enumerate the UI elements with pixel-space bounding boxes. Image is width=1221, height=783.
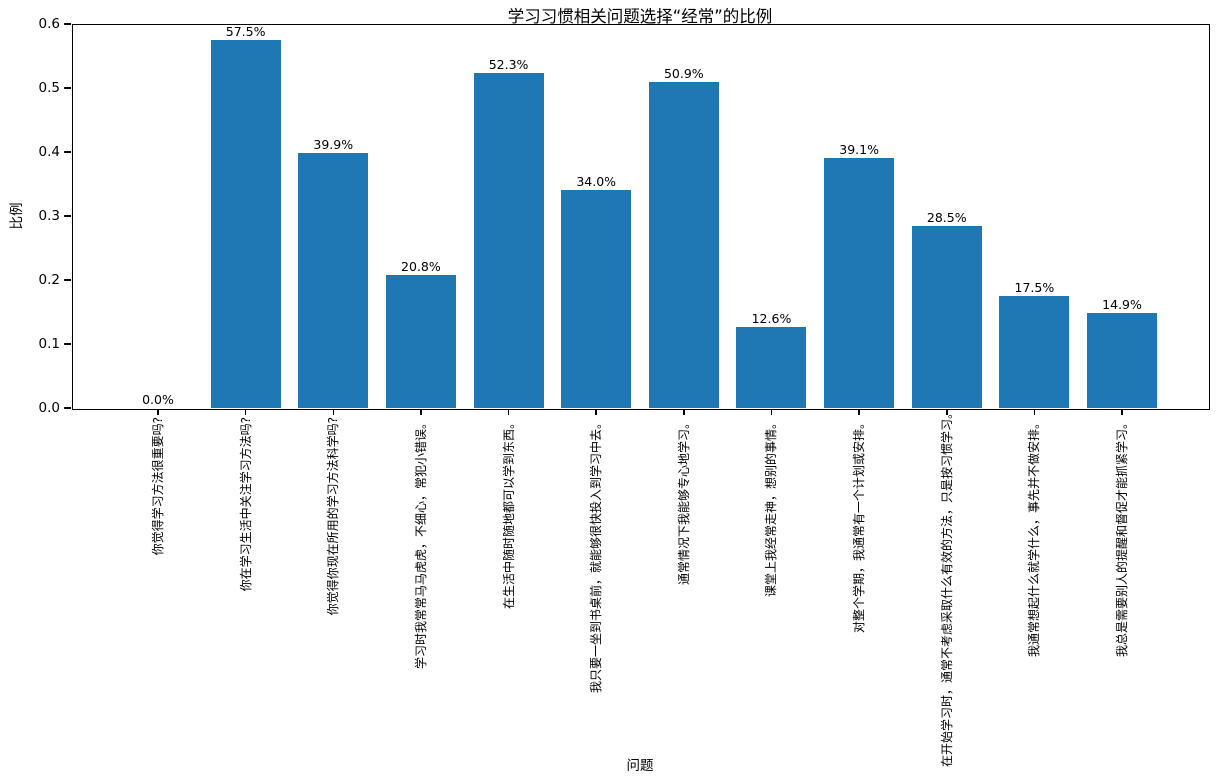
bar-value-label: 39.9% bbox=[313, 136, 354, 152]
y-tick-mark bbox=[63, 151, 71, 153]
bar-value-label: 39.1% bbox=[839, 141, 879, 157]
x-tick-label: 我通常想起什么就学什么，事先并不做安排。 bbox=[1027, 417, 1042, 658]
x-tick-label: 在生活中随时随地都可以学到东西。 bbox=[501, 417, 516, 610]
x-tick-mark bbox=[683, 409, 685, 415]
y-tick-label: 0.1 bbox=[38, 336, 60, 352]
y-tick-label: 0.6 bbox=[38, 16, 60, 32]
y-tick-mark bbox=[63, 407, 71, 409]
bar-value-label: 14.9% bbox=[1102, 296, 1142, 312]
x-tick-mark bbox=[946, 409, 948, 415]
bar bbox=[473, 73, 544, 408]
x-tick-label: 你觉得你现在所用的学习方法科学吗? bbox=[326, 417, 341, 616]
bar bbox=[210, 40, 281, 408]
x-tick-label: 我总是需要别人的提醒和督促才能抓紧学习。 bbox=[1115, 417, 1130, 658]
bar bbox=[911, 225, 982, 408]
bar-value-label: 17.5% bbox=[1014, 280, 1055, 295]
x-tick-mark bbox=[420, 409, 422, 415]
bar bbox=[1087, 312, 1158, 408]
bar-value-label: 12.6% bbox=[751, 311, 792, 327]
bar-value-label: 57.5% bbox=[225, 24, 266, 39]
x-tick-mark bbox=[858, 409, 860, 415]
x-tick-mark bbox=[1033, 409, 1036, 415]
x-tick-label: 对整个学期，我通常有一个计划或安排。 bbox=[852, 417, 867, 634]
y-tick-mark bbox=[63, 279, 71, 281]
bar bbox=[561, 190, 632, 408]
bar bbox=[385, 274, 456, 408]
y-tick-label: 0.3 bbox=[38, 208, 60, 224]
bar bbox=[298, 152, 369, 408]
y-tick-label: 0.5 bbox=[38, 80, 60, 96]
x-tick-mark bbox=[244, 409, 247, 415]
x-tick-mark bbox=[1121, 409, 1123, 415]
x-tick-label: 学习时我常常马马虎虎，不细心，常犯小错误。 bbox=[413, 417, 428, 670]
bar bbox=[824, 157, 895, 408]
x-tick-mark bbox=[157, 409, 159, 415]
y-tick-label: 0.4 bbox=[38, 144, 60, 160]
bar-value-label: 34.0% bbox=[576, 174, 617, 190]
y-tick-label: 0.2 bbox=[38, 272, 60, 288]
x-tick-label: 你觉得学习方法很重要吗? bbox=[151, 417, 165, 556]
y-tick-mark bbox=[63, 215, 71, 217]
bar bbox=[648, 82, 719, 408]
y-tick-label: 0.0 bbox=[38, 400, 60, 416]
x-tick-mark bbox=[507, 409, 510, 415]
x-tick-label: 我只要一坐到书桌前，就能够很快投入到学习中去。 bbox=[589, 417, 604, 694]
y-tick-mark bbox=[63, 343, 71, 345]
bar-value-label: 20.8% bbox=[401, 258, 441, 274]
bar-value-label: 52.3% bbox=[488, 57, 529, 73]
x-tick-mark bbox=[595, 409, 597, 415]
chart-title: 学习习惯相关问题选择“经常”的比例 bbox=[507, 7, 773, 26]
x-tick-label: 课堂上我经常走神，想别的事情。 bbox=[764, 417, 779, 598]
x-tick-mark bbox=[770, 409, 773, 415]
y-tick-mark bbox=[63, 23, 71, 25]
x-tick-label: 在开始学习时，通常不考虑采取什么有效的方法，只是按习惯学习。 bbox=[939, 406, 954, 767]
x-tick-mark bbox=[332, 409, 335, 415]
x-tick-label: 通常情况下我能够专心地学习。 bbox=[676, 417, 691, 586]
y-tick-mark bbox=[63, 87, 71, 89]
x-axis-label: 问题 bbox=[626, 758, 654, 774]
bar bbox=[999, 296, 1070, 408]
x-tick-label: 你在学习生活中关注学习方法吗? bbox=[238, 417, 253, 592]
bar-value-label: 50.9% bbox=[663, 66, 704, 82]
bar-value-label: 28.5% bbox=[926, 209, 967, 225]
bar bbox=[736, 327, 807, 408]
bar-value-label: 0.0% bbox=[142, 392, 174, 407]
